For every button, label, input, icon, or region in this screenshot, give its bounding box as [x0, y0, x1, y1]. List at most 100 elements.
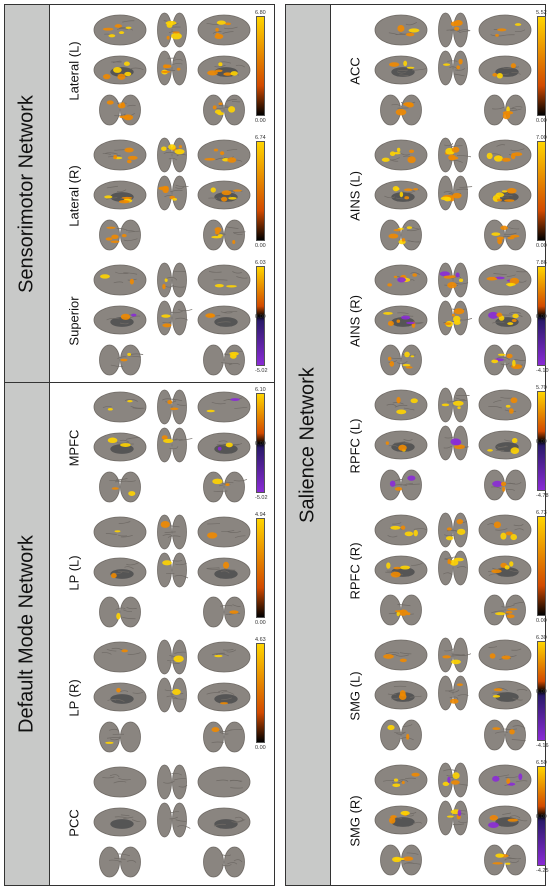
activation-blob — [227, 157, 237, 163]
brain-view-front — [380, 344, 422, 376]
activation-blob — [230, 71, 238, 76]
activation-blob — [218, 234, 223, 237]
activation-blob — [506, 614, 515, 619]
roi-row: Superior 6.03 0.00 -5.02 — [52, 260, 268, 382]
activation-blob — [121, 102, 125, 106]
brain-view-front — [99, 721, 141, 753]
activation-blob — [457, 406, 461, 410]
activation-blob — [447, 282, 457, 289]
activation-blob — [507, 608, 518, 611]
brain-view-top — [438, 12, 471, 48]
brain-view-lat — [93, 264, 147, 296]
activation-blob — [510, 533, 517, 541]
brain-view-back — [203, 344, 245, 376]
colorbar-tick-mid: 0.00 — [536, 689, 547, 695]
activation-blob — [500, 481, 507, 487]
network-label: Salience Network — [296, 367, 319, 523]
activation-blob — [405, 321, 416, 325]
activation-blob — [509, 729, 515, 735]
activation-blob — [106, 226, 116, 229]
activation-blob — [487, 822, 499, 829]
activation-blob — [452, 400, 464, 406]
activation-blob — [453, 557, 464, 562]
roi-row: Lateral (R) 6.74 0.00 — [52, 135, 266, 257]
activation-blob — [223, 561, 230, 569]
activation-blob — [511, 318, 517, 323]
activation-blob — [225, 442, 233, 448]
colorbar — [256, 643, 265, 743]
activation-blob — [162, 560, 172, 566]
activation-blob — [401, 315, 411, 320]
activation-blob — [398, 444, 407, 451]
activation-blob — [444, 322, 452, 326]
activation-blob — [402, 363, 411, 367]
activation-blob — [387, 725, 395, 731]
activation-blob — [393, 229, 402, 232]
brain-view-back — [484, 719, 526, 751]
salience-network-bar: Salience Network — [286, 5, 331, 885]
activation-blob — [507, 818, 519, 822]
activation-blob — [210, 187, 216, 193]
activation-blob — [128, 491, 136, 497]
activation-blob — [383, 312, 393, 315]
activation-blob — [406, 733, 410, 740]
colorbar-tick-max: 6.03 — [255, 260, 266, 266]
activation-blob — [124, 71, 132, 77]
roi-row: MPFC 6.10 0.00 -5.02 — [52, 387, 268, 509]
brain-view-med — [374, 430, 428, 460]
brain-view-bot — [438, 675, 469, 711]
colorbar-tick-max: 4.94 — [255, 512, 266, 518]
brain-surface-renders — [93, 262, 251, 376]
activation-blob — [512, 313, 519, 319]
activation-blob — [162, 283, 166, 290]
brain-view-med — [374, 55, 428, 85]
brain-view-lat — [197, 264, 251, 296]
activation-blob — [396, 409, 407, 415]
brain-view-top — [157, 639, 187, 675]
activation-blob — [451, 313, 456, 317]
activation-blob — [505, 862, 511, 865]
activation-blob — [512, 152, 523, 157]
activation-blob — [486, 276, 498, 281]
activation-blob — [211, 235, 222, 239]
activation-blob — [495, 853, 505, 858]
colorbar — [537, 391, 546, 491]
activation-blob — [167, 400, 173, 405]
activation-blob — [492, 695, 501, 698]
activation-blob — [507, 322, 514, 326]
brain-view-back — [484, 594, 526, 626]
activation-blob — [166, 35, 170, 40]
colorbar-tick-max: 6.30 — [536, 635, 547, 641]
activation-blob — [406, 66, 415, 69]
activation-blob — [406, 102, 414, 108]
activation-blob — [514, 23, 522, 26]
brain-view-med — [93, 180, 147, 210]
brain-view-med — [374, 805, 428, 835]
activation-blob — [509, 561, 514, 567]
activation-blob — [501, 655, 511, 660]
activation-blob — [439, 271, 450, 277]
roi-label: Superior — [66, 296, 82, 346]
brain-view-front — [99, 846, 141, 878]
activation-blob — [395, 108, 407, 116]
activation-blob — [105, 237, 113, 241]
colorbar-tick-max: 6.80 — [255, 10, 266, 16]
colorbar-tick-mid: 0.00 — [536, 814, 547, 820]
activation-blob — [212, 478, 223, 485]
activation-blob — [509, 277, 520, 285]
activation-blob — [110, 240, 120, 243]
brain-view-back — [484, 844, 526, 876]
colorbar-tick-max: 4.63 — [255, 637, 266, 643]
brain-view-top — [438, 387, 470, 423]
activation-blob — [395, 187, 400, 191]
roi-label: RPFC (R) — [347, 542, 363, 600]
roi-label: PCC — [66, 809, 82, 837]
activation-blob — [458, 278, 464, 283]
brain-view-top — [438, 137, 472, 173]
activation-blob — [404, 351, 410, 358]
roi-label: AINS (R) — [347, 295, 363, 347]
activation-blob — [389, 151, 396, 157]
activation-blob — [120, 313, 131, 320]
brain-view-bot — [438, 800, 468, 836]
activation-blob — [129, 278, 134, 285]
